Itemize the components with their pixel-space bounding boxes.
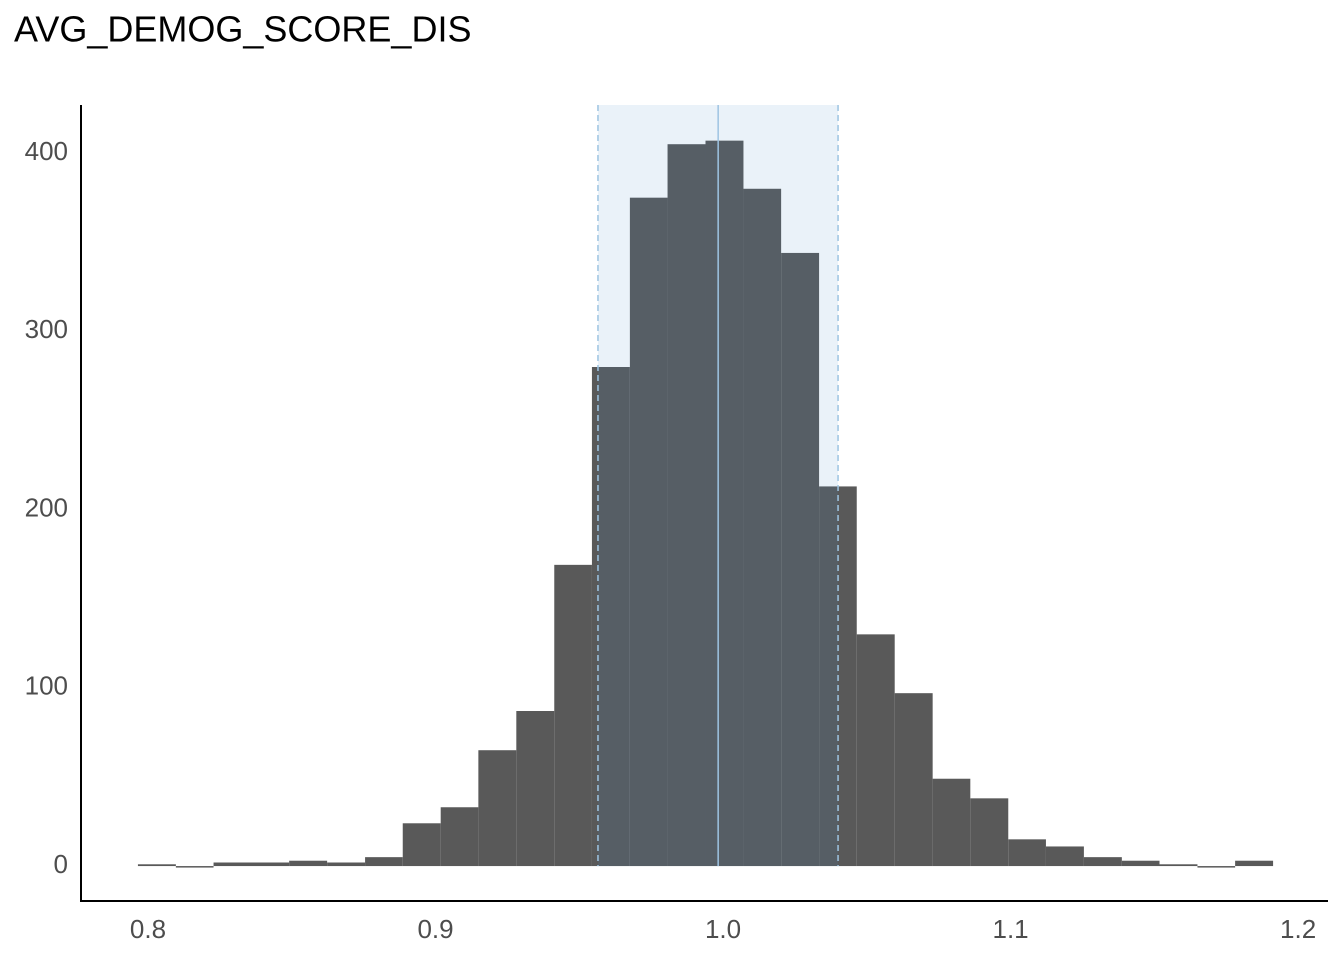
bar [175, 866, 214, 868]
x-tick-label: 1.1 [992, 914, 1028, 944]
bar [629, 197, 668, 867]
bar [516, 711, 555, 867]
bar [1235, 860, 1274, 867]
x-tick-label: 0.8 [130, 914, 166, 944]
x-tick-label: 1.0 [705, 914, 741, 944]
bar [1121, 860, 1160, 867]
y-tick-label: 0 [54, 849, 68, 879]
bar [213, 862, 252, 867]
bar [440, 807, 479, 867]
bar [478, 750, 517, 867]
bar [1197, 866, 1236, 868]
bar [327, 862, 366, 867]
bar [743, 188, 782, 867]
x-tick-label: 0.9 [417, 914, 453, 944]
bar [251, 862, 290, 867]
bar [554, 564, 592, 867]
bar [970, 798, 1009, 867]
bar [1008, 839, 1046, 867]
y-tick-label: 100 [25, 671, 68, 701]
bar [667, 144, 706, 867]
bar [705, 140, 744, 867]
bar [1045, 846, 1084, 867]
bar [781, 252, 820, 867]
y-tick-label: 300 [25, 314, 68, 344]
bar [932, 778, 971, 867]
y-tick-label: 200 [25, 492, 68, 522]
x-tick-label: 1.2 [1280, 914, 1316, 944]
bar [1159, 864, 1198, 867]
bar [894, 693, 933, 867]
chart-title: AVG_DEMOG_SCORE_DIS [14, 9, 471, 50]
bar [856, 634, 895, 867]
y-tick-label: 400 [25, 136, 68, 166]
bar [289, 860, 328, 867]
bar [365, 857, 403, 867]
bar [137, 864, 176, 867]
bar [1083, 857, 1122, 867]
bar [402, 823, 441, 867]
